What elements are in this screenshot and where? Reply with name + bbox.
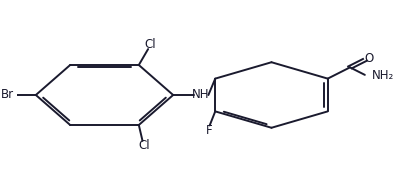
Text: Cl: Cl [139, 139, 150, 152]
Text: Cl: Cl [144, 38, 156, 51]
Text: F: F [207, 124, 213, 137]
Text: NH: NH [192, 89, 210, 101]
Text: Br: Br [1, 89, 14, 101]
Text: O: O [365, 52, 374, 65]
Text: NH₂: NH₂ [371, 69, 394, 82]
